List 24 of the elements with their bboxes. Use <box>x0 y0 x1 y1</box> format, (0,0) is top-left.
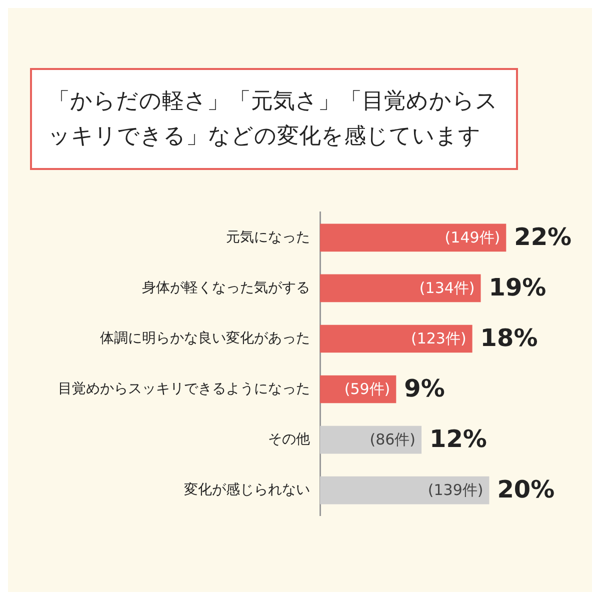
y-tick-label: 変化が感じられない <box>184 482 310 498</box>
annotation: (134件) <box>419 279 475 298</box>
data-label: 18% <box>480 324 538 352</box>
y-tick-label: 体調に明らかな良い変化があった <box>100 330 310 347</box>
bar <box>320 274 481 302</box>
data-label: 22% <box>514 223 572 252</box>
y-tick-label: 身体が軽くなった気がする <box>142 280 310 296</box>
y-tick-label: その他 <box>268 432 310 448</box>
annotation: (139件) <box>428 482 484 500</box>
data-label: 9% <box>404 374 445 403</box>
bar <box>320 476 490 505</box>
annotation: (149件) <box>444 228 500 247</box>
bar <box>320 224 506 252</box>
data-label: 19% <box>488 274 546 302</box>
data-label: 20% <box>497 476 555 504</box>
chart-title: 「からだの軽さ」「元気さ」「目覚めからスッキリできる」などの変化を感じています <box>30 68 518 170</box>
y-tick-label: 目覚めからスッキリできるようになった <box>58 381 310 398</box>
bar <box>320 426 422 454</box>
data-label: 12% <box>430 425 487 454</box>
annotation: (86件) <box>370 431 416 450</box>
bar <box>320 325 472 354</box>
annotation: (59件) <box>344 380 390 399</box>
annotation: (123件) <box>410 330 466 348</box>
y-tick-label: 元気になった <box>226 230 310 246</box>
